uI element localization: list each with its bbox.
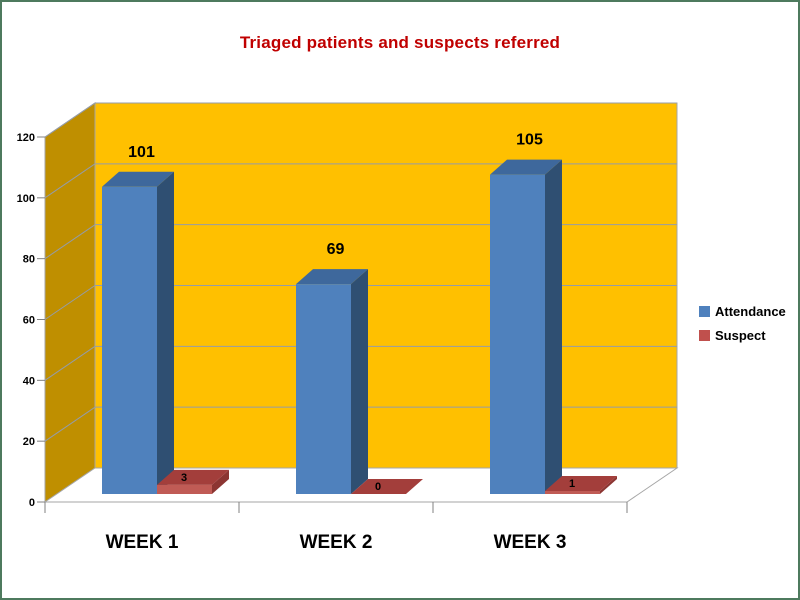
suspect-bar-week-1-top [157, 469, 229, 485]
data-label-suspect-week-2: 0 [375, 481, 381, 493]
attendance-bar-week-1-top [102, 171, 174, 187]
category-label-week-2: WEEK 2 [300, 532, 373, 553]
legend-item-attendance: Attendance [699, 304, 786, 319]
suspect-bar-week-3-side [600, 475, 617, 494]
legend-swatch-suspect [699, 330, 710, 341]
attendance-bar-week-2-front [296, 284, 351, 494]
data-label-attendance-week-3: 105 [516, 132, 543, 149]
suspect-bar-week-3-top [545, 475, 617, 491]
y-tick-label-40: 40 [23, 375, 35, 387]
gridline-side-20 [44, 406, 96, 442]
legend: Attendance Suspect [699, 304, 786, 352]
suspect-bar-week-2-flat [351, 479, 423, 494]
y-tick-label-0: 0 [29, 497, 35, 509]
legend-label-attendance: Attendance [715, 304, 786, 319]
attendance-bar-week-2-top [296, 269, 368, 285]
legend-item-suspect: Suspect [699, 328, 786, 343]
data-label-suspect-week-1: 3 [181, 472, 187, 484]
y-tick-label-20: 20 [23, 436, 35, 448]
gridline-side-120 [44, 102, 96, 138]
legend-swatch-attendance [699, 306, 710, 317]
suspect-bar-week-1-front [157, 484, 212, 494]
legend-label-suspect: Suspect [715, 328, 766, 343]
category-label-week-3: WEEK 3 [494, 532, 567, 553]
gridline-side-60 [44, 285, 96, 320]
attendance-bar-week-3-side [545, 159, 562, 494]
attendance-bar-week-1-front [102, 186, 157, 494]
data-label-attendance-week-2: 69 [327, 241, 345, 258]
attendance-bar-week-1-side [157, 171, 174, 494]
y-tick-label-100: 100 [17, 193, 35, 205]
category-label-week-1: WEEK 1 [106, 532, 179, 553]
suspect-bar-week-1-side [212, 469, 229, 494]
chart-title: Triaged patients and suspects referred [239, 33, 561, 52]
gridline-side-80 [44, 224, 96, 260]
attendance-bar-week-3-front [490, 174, 545, 494]
y-tick-label-120: 120 [17, 132, 35, 144]
data-label-suspect-week-3: 1 [569, 478, 575, 490]
gridline-side-100 [44, 163, 96, 199]
attendance-bar-week-2-side [351, 269, 368, 494]
data-label-attendance-week-1: 101 [128, 144, 155, 161]
y-tick-label-80: 80 [23, 254, 35, 266]
gridline-side-40 [44, 345, 96, 381]
suspect-bar-week-3-front [545, 490, 600, 494]
y-tick-label-60: 60 [23, 315, 35, 327]
attendance-bar-week-3-top [490, 159, 562, 175]
